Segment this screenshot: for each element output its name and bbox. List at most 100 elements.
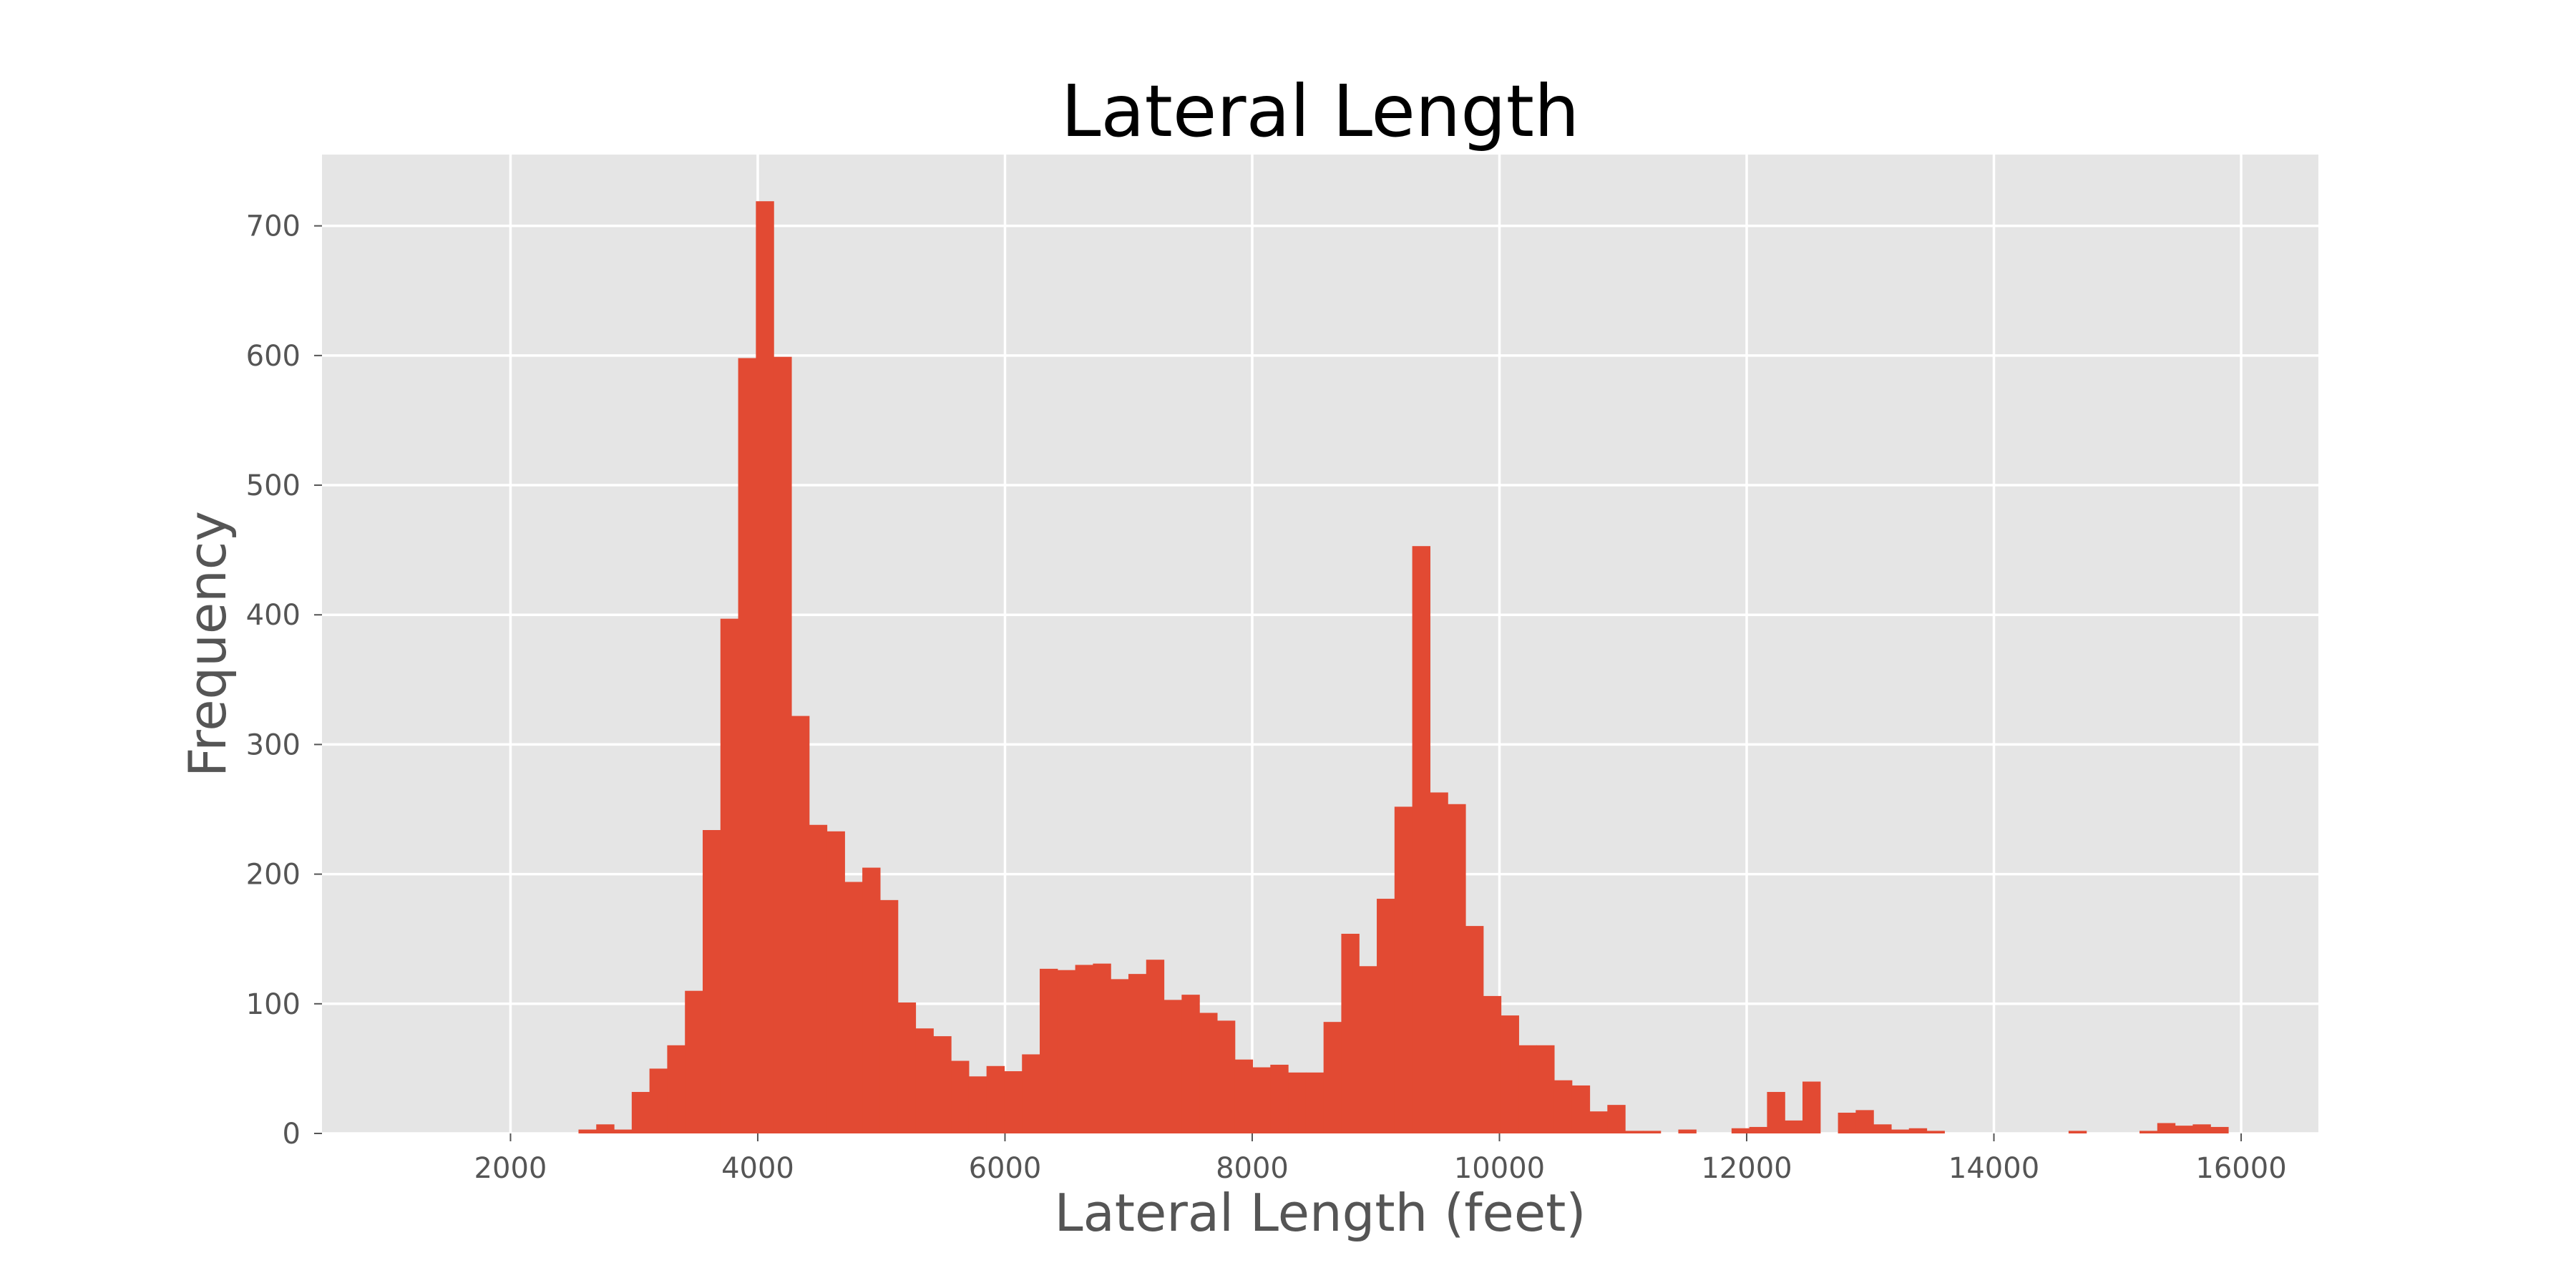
histogram-bar xyxy=(1075,965,1093,1133)
histogram-bar xyxy=(879,899,899,1133)
histogram-bar xyxy=(1890,1129,1910,1133)
x-tick-label: 10000 xyxy=(1454,1152,1545,1185)
x-tick-label: 14000 xyxy=(1948,1152,2039,1185)
histogram-bar xyxy=(1377,899,1395,1133)
histogram-bar xyxy=(1553,1080,1573,1133)
x-tick-label: 12000 xyxy=(1701,1152,1792,1185)
x-tick-label: 6000 xyxy=(969,1152,1042,1185)
plot-area xyxy=(322,155,2318,1133)
histogram-bar xyxy=(2068,1131,2087,1133)
histogram-bar xyxy=(1501,1015,1519,1133)
histogram-bar xyxy=(1234,1059,1254,1133)
histogram-bar xyxy=(1394,806,1413,1133)
histogram-bars xyxy=(578,201,2229,1133)
histogram-bar xyxy=(1430,792,1448,1133)
y-axis-ticks: 0 100 200 300 400 500 600 700 xyxy=(246,210,322,1151)
histogram-bar xyxy=(844,882,863,1133)
histogram-bar xyxy=(685,990,703,1133)
histogram-bar xyxy=(2210,1126,2229,1133)
y-tick-label: 0 xyxy=(283,1118,301,1151)
histogram-bar xyxy=(614,1129,633,1133)
histogram-bar xyxy=(1483,995,1502,1133)
histogram-bar xyxy=(1802,1081,1821,1133)
histogram-bar xyxy=(862,867,881,1133)
histogram-bar xyxy=(1749,1126,1768,1133)
histogram-bar xyxy=(1589,1111,1608,1133)
histogram-bar xyxy=(774,356,792,1133)
x-axis-ticks: 2000 4000 6000 8000 10000 12000 14000 16000 xyxy=(474,1133,2287,1185)
histogram-bar xyxy=(1571,1085,1591,1133)
histogram-bar xyxy=(578,1129,597,1133)
y-axis-label: Frequency xyxy=(177,511,238,777)
histogram-bar xyxy=(1270,1064,1289,1133)
histogram-bar xyxy=(1359,966,1377,1133)
y-tick-label: 200 xyxy=(246,859,301,892)
histogram-bar xyxy=(649,1068,668,1133)
histogram-bar xyxy=(1111,979,1129,1133)
y-tick-label: 700 xyxy=(246,210,301,243)
histogram-bar xyxy=(1678,1129,1697,1133)
histogram-bar xyxy=(1040,968,1058,1133)
y-tick-label: 300 xyxy=(246,728,301,761)
histogram-bar xyxy=(1926,1131,1945,1133)
histogram-bar xyxy=(1642,1131,1662,1133)
histogram-bar xyxy=(1518,1045,1537,1133)
histogram-bar xyxy=(1288,1072,1307,1133)
y-tick-label: 400 xyxy=(246,599,301,632)
histogram-bar xyxy=(1216,1020,1236,1133)
histogram-bar xyxy=(738,358,756,1133)
histogram-bar xyxy=(1341,933,1360,1133)
histogram-bar xyxy=(1607,1105,1626,1133)
x-tick-label: 2000 xyxy=(474,1152,547,1185)
x-tick-label: 4000 xyxy=(721,1152,794,1185)
histogram-bar xyxy=(915,1028,934,1133)
histogram-bar xyxy=(596,1124,615,1133)
histogram-bar xyxy=(1412,546,1431,1133)
histogram-bar xyxy=(968,1076,987,1133)
histogram-bar xyxy=(986,1065,1005,1133)
histogram-bar xyxy=(933,1036,952,1133)
histogram-bar xyxy=(1305,1072,1324,1133)
histogram-bar xyxy=(720,618,739,1133)
histogram-bar xyxy=(1093,963,1111,1133)
histogram-bar xyxy=(1181,995,1200,1133)
histogram-bar xyxy=(1855,1110,1874,1133)
chart-title: Lateral Length xyxy=(1061,69,1580,153)
histogram-bar xyxy=(2140,1131,2158,1133)
histogram-bar xyxy=(703,830,721,1133)
histogram-bar xyxy=(1163,1000,1182,1133)
y-tick-label: 100 xyxy=(246,988,301,1021)
histogram-bar xyxy=(667,1045,686,1133)
histogram-bar xyxy=(951,1060,970,1133)
x-tick-label: 16000 xyxy=(2195,1152,2286,1185)
y-tick-label: 500 xyxy=(246,469,301,502)
histogram-bar xyxy=(1128,974,1147,1133)
histogram-bar xyxy=(1785,1120,1803,1133)
histogram-bar xyxy=(1448,804,1466,1133)
histogram-bar xyxy=(1146,960,1165,1133)
histogram-bar xyxy=(1323,1022,1342,1133)
histogram-bar xyxy=(1004,1071,1023,1133)
histogram-bar xyxy=(809,824,828,1133)
histogram-bar xyxy=(1908,1128,1928,1133)
histogram-bar xyxy=(2157,1123,2176,1133)
histogram-bar xyxy=(1838,1113,1856,1133)
histogram-bar xyxy=(756,201,774,1133)
x-tick-label: 8000 xyxy=(1216,1152,1289,1185)
histogram-bar xyxy=(1873,1124,1892,1133)
histogram-bar xyxy=(1625,1131,1644,1133)
histogram-bar xyxy=(791,716,810,1133)
histogram-bar xyxy=(1057,970,1076,1133)
histogram-bar xyxy=(826,831,845,1133)
histogram-bar xyxy=(1022,1054,1040,1133)
histogram-bar xyxy=(897,1002,917,1133)
histogram-bar xyxy=(2192,1124,2211,1133)
y-tick-label: 600 xyxy=(246,340,301,373)
histogram-bar xyxy=(1252,1067,1271,1133)
histogram-bar xyxy=(2175,1126,2193,1133)
x-axis-label: Lateral Length (feet) xyxy=(1055,1183,1586,1243)
histogram-bar xyxy=(1767,1092,1785,1133)
histogram-bar xyxy=(1199,1013,1218,1133)
histogram-bar xyxy=(631,1092,650,1133)
